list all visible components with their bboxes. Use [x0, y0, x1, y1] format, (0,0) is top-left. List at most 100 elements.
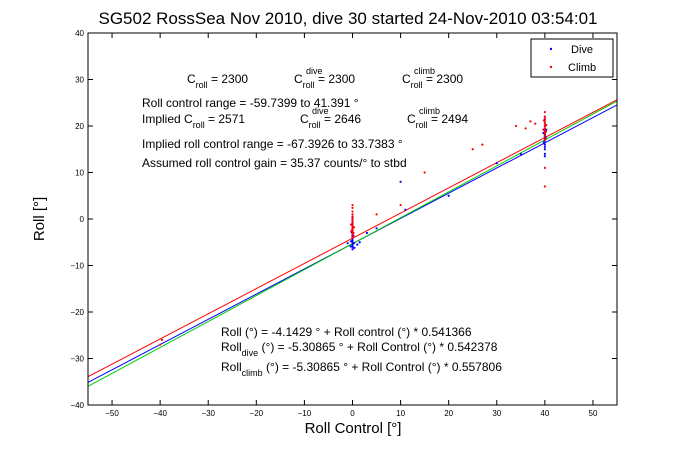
legend-box [530, 38, 614, 78]
annotation-implied-line: Implied Croll = 2571 Croll = 2646 dive C… [142, 106, 468, 130]
climb-point [350, 229, 353, 232]
climb-point [423, 171, 426, 174]
climb-point [514, 124, 518, 128]
climb-point [351, 206, 354, 209]
x-tick-label: −10 [298, 409, 312, 418]
implied-c-dive-text: Croll = 2646 [300, 112, 361, 130]
climb-point [545, 123, 548, 127]
climb-point [351, 221, 354, 224]
x-tick-label: 0 [350, 409, 355, 418]
x-tick-label: −20 [250, 409, 264, 418]
dive-point [349, 245, 352, 248]
dive-point [351, 248, 354, 251]
legend-climb-label: Climb [568, 62, 596, 74]
climb-point [351, 217, 354, 221]
dive-point [351, 243, 354, 246]
legend-dive-label: Dive [571, 44, 593, 56]
dive-point [404, 208, 407, 211]
climb-point [352, 226, 356, 229]
climb-point [543, 127, 546, 130]
legend-climb-marker [549, 65, 553, 69]
climb-point [543, 166, 546, 169]
climb-point [352, 231, 355, 235]
implied-c-climb-sup: climb [419, 106, 440, 116]
dive-point [352, 242, 356, 245]
c-climb-sup: climb [414, 66, 435, 76]
dive-point [399, 180, 402, 183]
axis-ticks: −50 −40 −30 −20 −10 0 10 20 30 40 50 −40 −30 −20 −10 0 1… [70, 29, 617, 418]
climb-point [351, 213, 354, 216]
climb-point [529, 120, 532, 123]
c-dive-sup: dive [306, 66, 323, 76]
climb-point [543, 115, 546, 118]
plot-marks [87, 99, 618, 387]
dive-point [365, 231, 369, 235]
implied-range-text: Implied roll control range = -67.3926 to… [142, 137, 403, 151]
c-climb-text: Croll = 2300 [402, 72, 463, 90]
x-tick-label: 10 [396, 409, 405, 418]
climb-point [351, 234, 354, 237]
implied-c-roll-text: Implied Croll = 2571 [142, 112, 245, 130]
dive-point [349, 240, 353, 243]
legend: Dive Climb [530, 38, 614, 78]
annotation-c-roll-line: Croll = 2300 Croll = 2300 dive Croll = 2… [187, 66, 463, 90]
climb-point [544, 130, 547, 133]
chart-title: SG502 RossSea Nov 2010, dive 30 started … [99, 9, 598, 28]
y-tick-label: −10 [70, 262, 84, 271]
equation-roll-dive-text: Rolldive (°) = -5.30865 ° + Roll Control… [221, 340, 498, 358]
climb-point [351, 203, 354, 207]
equation-roll-climb-text: Rollclimb (°) = -5.30865 ° + Roll Contro… [221, 360, 502, 378]
implied-c-dive-sup: dive [312, 106, 329, 116]
y-tick-label: 0 [80, 215, 85, 224]
x-tick-label: 30 [492, 409, 501, 418]
dive-point [519, 152, 522, 155]
climb-point [351, 210, 354, 213]
y-tick-label: 10 [75, 169, 84, 178]
climb-point [349, 223, 353, 226]
climb-point [524, 127, 527, 130]
x-tick-label: −30 [201, 409, 215, 418]
climb-point [159, 343, 162, 346]
climb-point [351, 219, 354, 222]
y-tick-label: 20 [75, 122, 84, 131]
x-tick-label: 20 [444, 409, 453, 418]
dive-point [542, 141, 546, 144]
climb-point [543, 110, 546, 114]
y-axis-label: Roll [°] [31, 197, 48, 241]
dive-point [543, 148, 546, 151]
climb-point [351, 236, 354, 239]
dive-point [356, 243, 359, 246]
climb-point [543, 185, 546, 188]
climb-point [542, 119, 546, 122]
dive-point [543, 145, 546, 149]
dive-point [358, 241, 361, 244]
climb-point [471, 148, 474, 151]
dive-point [543, 152, 546, 155]
climb-point [543, 136, 546, 139]
dive-point [543, 143, 546, 146]
dive-point [353, 246, 356, 249]
c-roll-text: Croll = 2300 [187, 72, 248, 90]
y-tick-label: −30 [70, 355, 84, 364]
x-tick-label: −50 [105, 409, 119, 418]
climb-point [542, 128, 545, 131]
climb-point [543, 122, 546, 125]
dive-point [447, 194, 450, 197]
gain-text: Assumed roll control gain = 35.37 counts… [142, 156, 407, 170]
x-tick-label: −40 [153, 409, 167, 418]
x-tick-label: 40 [540, 409, 549, 418]
dive-point [543, 155, 546, 158]
dive-point [346, 242, 349, 245]
y-tick-label: −40 [70, 401, 84, 410]
y-tick-label: 40 [75, 29, 84, 38]
y-tick-label: −20 [70, 308, 84, 317]
climb-point [543, 138, 546, 142]
y-tick-label: 30 [75, 76, 84, 85]
x-tick-label: 50 [589, 409, 598, 418]
x-axis-label: Roll Control [°] [305, 420, 402, 437]
climb-point [534, 122, 537, 125]
climb-point [543, 134, 546, 137]
roll-control-range-text: Roll control range = -59.7399 to 41.391 … [142, 96, 359, 110]
climb-point [375, 213, 378, 216]
